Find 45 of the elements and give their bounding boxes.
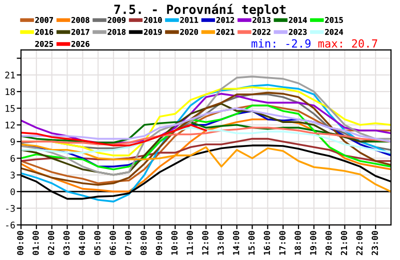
x-tick-label: 17:00 — [279, 230, 286, 255]
y-tick-label: 3 — [10, 172, 15, 178]
x-tick-label: 06:00 — [110, 230, 116, 256]
line-series — [21, 92, 391, 186]
y-tick-label: -3 — [6, 204, 15, 212]
text: min: -2.9 — [252, 39, 310, 48]
x-tick-label: 21:00 — [340, 230, 348, 256]
y-tick-label: 6 — [10, 154, 15, 162]
x-tick-label: 18:00 — [294, 230, 301, 255]
x-tick-label: 09:00 — [156, 230, 162, 256]
x-tick-label: 13:00 — [218, 230, 224, 255]
x-tick-label: 07:00 — [125, 230, 132, 256]
x-tick-label: 19:00 — [310, 230, 316, 255]
line-series — [21, 121, 391, 144]
x-tick-label: 15:00 — [248, 230, 255, 255]
line-series — [21, 107, 391, 142]
x-tick-label: 22:00 — [356, 230, 363, 256]
x-tick-label: 20:00 — [325, 230, 332, 256]
x-tick-label: 14:00 — [232, 230, 240, 255]
line-series — [21, 138, 391, 162]
chart-title: 7.5. - Porovnání teplot — [114, 4, 286, 16]
y-tick-label: 18 — [6, 88, 15, 96]
x-tick-label: 12:00 — [202, 230, 208, 255]
x-tick-label: 08:00 — [140, 230, 147, 256]
y-tick-label: 9 — [10, 138, 15, 146]
x-tick-label: 00:00 — [17, 230, 24, 256]
x-tick-label: 04:00 — [78, 230, 86, 256]
line-series — [21, 126, 391, 154]
y-tick-label: 15 — [6, 105, 15, 112]
x-tick-label: 03:00 — [63, 230, 70, 256]
x-tick-label: 16:00 — [264, 230, 270, 255]
x-tick-label: 10:00 — [171, 230, 178, 255]
x-tick-label: 11:00 — [186, 230, 193, 255]
x-tick-label: 05:00 — [94, 230, 100, 256]
y-tick-label: 0 — [10, 188, 15, 196]
x-tick-label: 01:00 — [32, 230, 39, 256]
x-tick-label: 23:00 — [372, 230, 378, 256]
y-tick-label: -6 — [6, 222, 15, 228]
y-tick-label: 12 — [6, 122, 15, 128]
x-tick-label: 02:00 — [48, 230, 54, 256]
line-series — [21, 76, 391, 176]
y-tick-label: 21 — [5, 72, 15, 78]
text: max: 20.7 — [318, 39, 378, 48]
line-series — [21, 126, 391, 146]
line-series — [21, 124, 207, 146]
